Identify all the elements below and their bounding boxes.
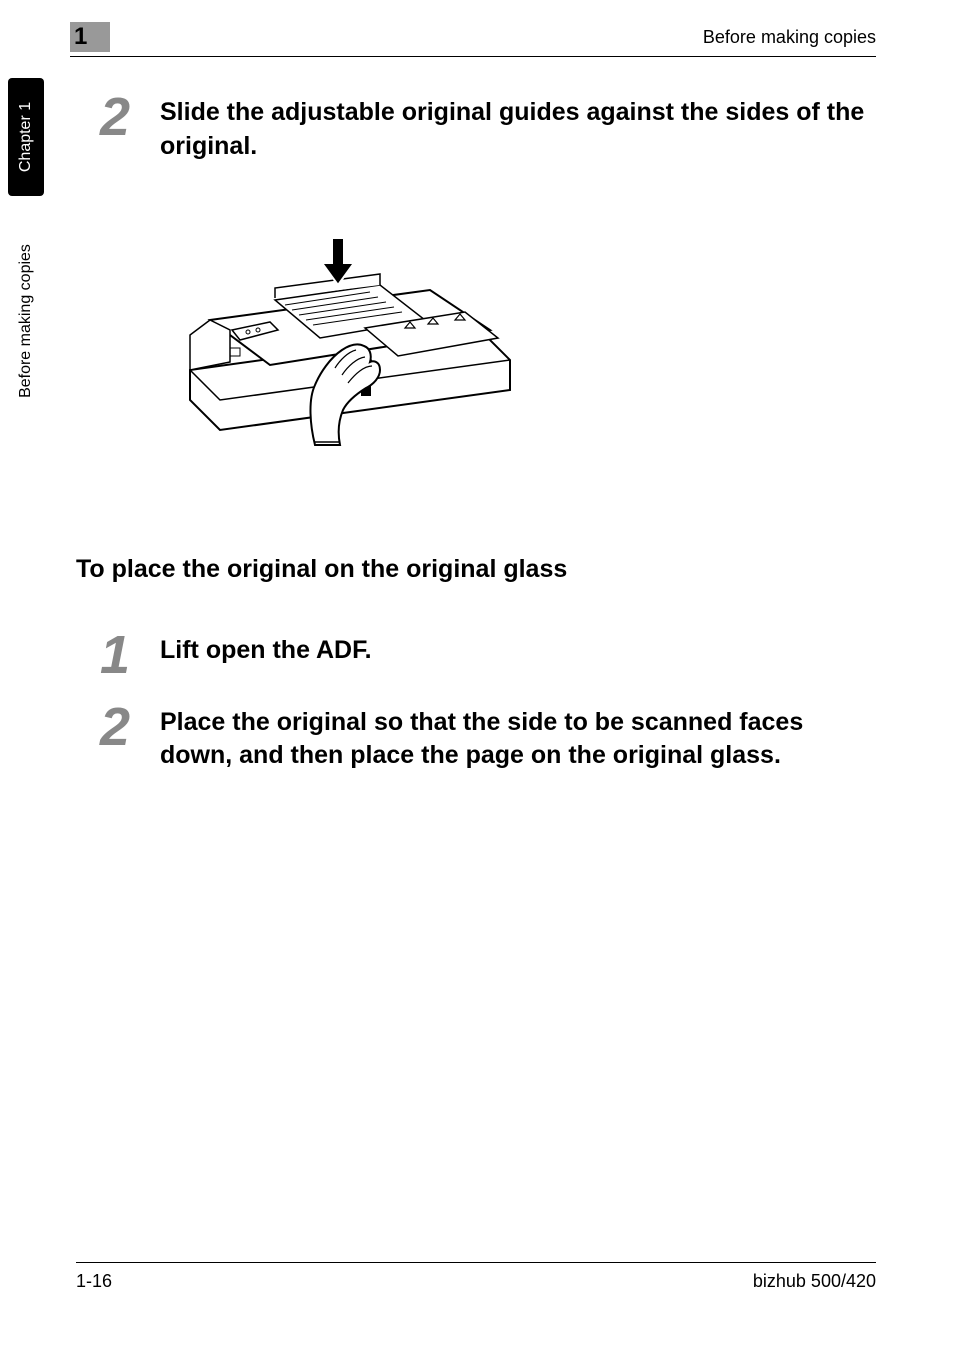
step-row: 2 Place the original so that the side to… <box>100 700 876 774</box>
step-number: 2 <box>100 90 154 144</box>
footer-page-number: 1-16 <box>76 1271 112 1292</box>
step-text: Slide the adjustable original guides aga… <box>154 90 876 164</box>
page-header: 1 Before making copies <box>70 22 876 57</box>
illustration-container <box>180 190 876 455</box>
adf-guides-illustration <box>180 190 516 450</box>
step-row: 1 Lift open the ADF. <box>100 628 876 682</box>
step-text: Place the original so that the side to b… <box>154 700 876 774</box>
step-number: 2 <box>100 700 154 754</box>
section-heading: To place the original on the original gl… <box>76 555 876 584</box>
page-header-number: 1 <box>74 23 87 51</box>
step-row: 2 Slide the adjustable original guides a… <box>100 90 876 164</box>
step-number: 1 <box>100 628 154 682</box>
footer-product: bizhub 500/420 <box>753 1271 876 1292</box>
sidebar-chapter-label: Chapter 1 <box>17 102 35 172</box>
main-content: 2 Slide the adjustable original guides a… <box>100 90 876 791</box>
step-text: Lift open the ADF. <box>154 628 372 668</box>
sidebar-section-tab: Before making copies <box>15 206 37 436</box>
sidebar-section-label: Before making copies <box>17 244 35 398</box>
page-header-number-box: 1 <box>70 22 110 52</box>
page-footer: 1-16 bizhub 500/420 <box>76 1262 876 1292</box>
steps-block: 1 Lift open the ADF. 2 Place the origina… <box>100 628 876 774</box>
sidebar-chapter-tab: Chapter 1 <box>8 78 44 196</box>
page-header-title: Before making copies <box>703 27 876 48</box>
